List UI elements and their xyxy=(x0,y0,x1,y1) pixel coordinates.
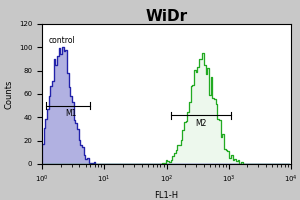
Y-axis label: Counts: Counts xyxy=(4,79,13,109)
Text: M2: M2 xyxy=(196,118,207,128)
Text: M1: M1 xyxy=(65,109,76,118)
Title: WiDr: WiDr xyxy=(146,9,188,24)
X-axis label: FL1-H: FL1-H xyxy=(154,191,178,200)
Text: control: control xyxy=(49,36,76,45)
